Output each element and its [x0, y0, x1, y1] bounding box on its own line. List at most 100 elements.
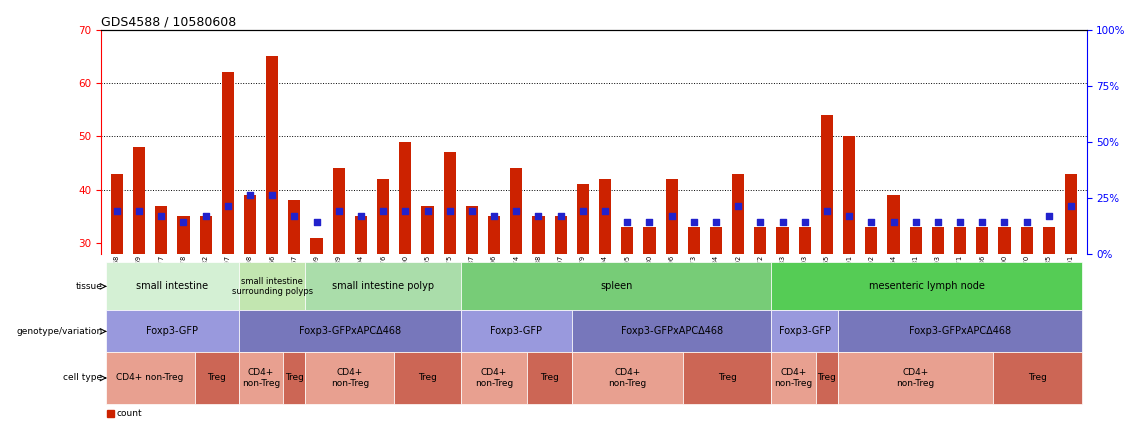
Bar — [887, 195, 900, 403]
Point — [197, 213, 215, 220]
FancyBboxPatch shape — [461, 262, 771, 310]
FancyBboxPatch shape — [838, 310, 1082, 352]
FancyBboxPatch shape — [461, 310, 572, 352]
Bar — [577, 184, 589, 403]
Bar — [311, 238, 323, 403]
Bar — [377, 179, 390, 403]
Point — [618, 218, 636, 225]
Text: Treg: Treg — [418, 374, 437, 382]
Point — [508, 208, 526, 214]
Bar — [199, 217, 212, 403]
Point — [730, 202, 748, 209]
Point — [707, 218, 725, 225]
Text: CD4+
non-Treg: CD4+ non-Treg — [331, 368, 369, 388]
Bar — [798, 227, 811, 403]
Text: CD4+ non-Treg: CD4+ non-Treg — [116, 374, 184, 382]
Text: Foxp3-GFP: Foxp3-GFP — [146, 327, 198, 336]
FancyBboxPatch shape — [993, 352, 1082, 404]
FancyBboxPatch shape — [106, 262, 239, 310]
Bar — [1065, 174, 1078, 403]
Bar — [665, 179, 678, 403]
Point — [662, 213, 680, 220]
FancyBboxPatch shape — [284, 352, 305, 404]
Point — [552, 213, 570, 220]
Point — [973, 218, 991, 225]
Bar — [1020, 227, 1033, 403]
Point — [840, 213, 858, 220]
Point — [485, 213, 503, 220]
Point — [574, 208, 592, 214]
Bar — [865, 227, 877, 403]
FancyBboxPatch shape — [461, 352, 527, 404]
Point — [463, 208, 481, 214]
Text: Treg: Treg — [817, 374, 837, 382]
Bar — [777, 227, 788, 403]
Text: CD4+
non-Treg: CD4+ non-Treg — [242, 368, 280, 388]
Text: mesenteric lymph node: mesenteric lymph node — [869, 281, 985, 291]
Bar — [488, 217, 500, 403]
Point — [995, 218, 1013, 225]
Text: spleen: spleen — [600, 281, 633, 291]
Bar — [133, 147, 145, 403]
FancyBboxPatch shape — [771, 262, 1082, 310]
Text: Foxp3-GFPxAPCΔ468: Foxp3-GFPxAPCΔ468 — [298, 327, 401, 336]
Text: small intestine
surrounding polyps: small intestine surrounding polyps — [232, 277, 313, 296]
FancyBboxPatch shape — [816, 352, 838, 404]
Point — [419, 208, 437, 214]
FancyBboxPatch shape — [572, 352, 682, 404]
Bar — [821, 115, 833, 403]
Bar — [332, 168, 345, 403]
Bar — [954, 227, 966, 403]
Point — [906, 218, 924, 225]
Point — [440, 208, 458, 214]
Text: Foxp3-GFPxAPCΔ468: Foxp3-GFPxAPCΔ468 — [909, 327, 1011, 336]
Point — [929, 218, 947, 225]
Text: Treg: Treg — [207, 374, 226, 382]
Text: small intestine polyp: small intestine polyp — [332, 281, 435, 291]
FancyBboxPatch shape — [106, 352, 195, 404]
Bar — [510, 168, 522, 403]
Text: Foxp3-GFP: Foxp3-GFP — [490, 327, 543, 336]
Text: tissue: tissue — [75, 282, 102, 291]
Point — [307, 218, 325, 225]
Point — [1039, 213, 1057, 220]
Bar — [355, 217, 367, 403]
Text: CD4+
non-Treg: CD4+ non-Treg — [608, 368, 646, 388]
Bar — [754, 227, 767, 403]
FancyBboxPatch shape — [838, 352, 993, 404]
Point — [218, 202, 236, 209]
Text: CD4+
non-Treg: CD4+ non-Treg — [896, 368, 935, 388]
Text: GDS4588 / 10580608: GDS4588 / 10580608 — [101, 16, 236, 28]
Bar — [533, 217, 545, 403]
Bar — [732, 174, 744, 403]
FancyBboxPatch shape — [239, 310, 461, 352]
Point — [285, 213, 303, 220]
Point — [774, 218, 792, 225]
FancyBboxPatch shape — [771, 310, 838, 352]
Point — [951, 218, 969, 225]
Point — [352, 213, 370, 220]
Point — [241, 192, 259, 198]
Point — [108, 208, 126, 214]
Point — [596, 208, 614, 214]
Bar — [222, 72, 234, 403]
Bar — [110, 174, 123, 403]
Bar — [1043, 227, 1055, 403]
Point — [175, 218, 193, 225]
Bar — [932, 227, 944, 403]
Bar — [266, 56, 278, 403]
Text: CD4+
non-Treg: CD4+ non-Treg — [475, 368, 513, 388]
Bar — [288, 201, 301, 403]
FancyBboxPatch shape — [305, 262, 461, 310]
Point — [330, 208, 348, 214]
Bar — [643, 227, 655, 403]
FancyBboxPatch shape — [771, 352, 816, 404]
Point — [817, 208, 835, 214]
Bar — [555, 217, 566, 403]
Text: Treg: Treg — [717, 374, 736, 382]
Point — [152, 213, 170, 220]
FancyBboxPatch shape — [394, 352, 461, 404]
Point — [751, 218, 769, 225]
Point — [863, 218, 881, 225]
FancyBboxPatch shape — [106, 310, 239, 352]
